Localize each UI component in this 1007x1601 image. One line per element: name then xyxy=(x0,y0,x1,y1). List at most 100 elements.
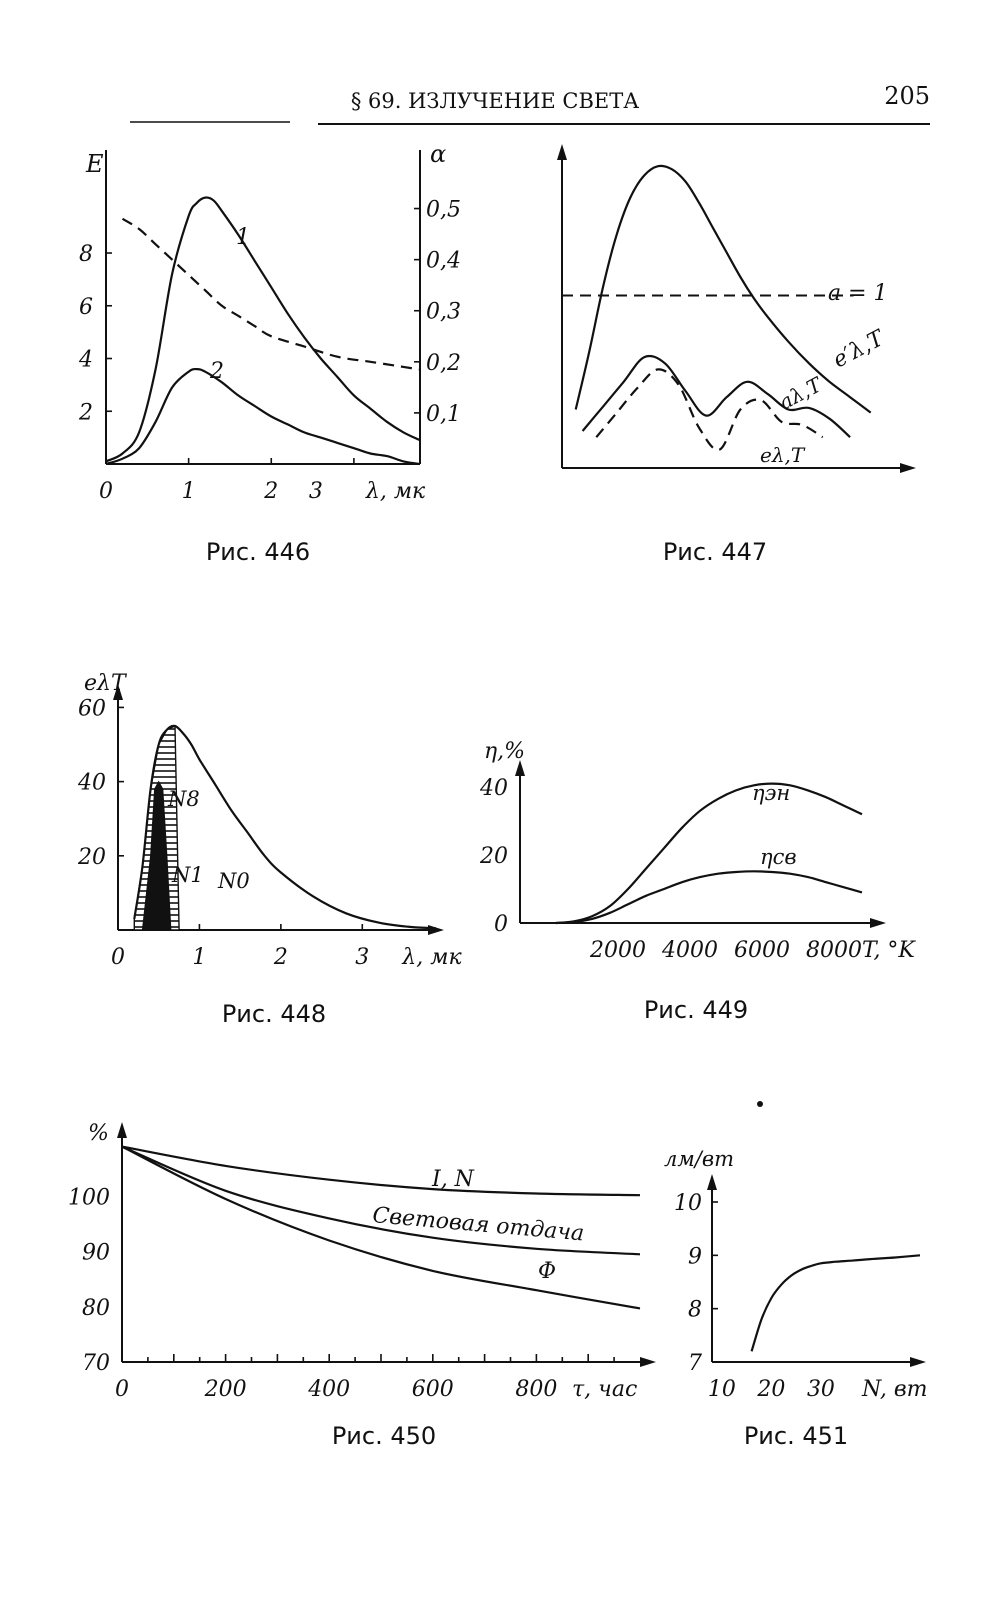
fig446-caption: Рис. 446 xyxy=(206,538,310,566)
fig450-x-tick: 600 xyxy=(412,1377,454,1402)
fig451-y-tick: 7 xyxy=(688,1351,702,1376)
ink-dot xyxy=(757,1101,763,1107)
fig450-y-arrow xyxy=(117,1122,127,1138)
fig448-x-tick: 3 xyxy=(355,945,369,970)
fig449-x-tick: 8000 xyxy=(806,938,862,963)
fig446-y2-tick: 0,1 xyxy=(426,402,461,427)
fig451-y-arrow xyxy=(707,1174,717,1190)
fig448-y-label: eλT xyxy=(84,671,128,696)
fig448-x-tick: 1 xyxy=(192,945,206,970)
fig448-y-arrow xyxy=(113,684,123,700)
figure-447: a = 1 e′λ,T aλ,T eλ,T Рис. 447 xyxy=(557,144,916,566)
fig446-right-axis-label: α xyxy=(430,140,446,168)
fig450-series-sv xyxy=(121,1145,641,1256)
fig450-y-tick: 90 xyxy=(82,1241,110,1266)
fig446-x-tick: 0 xyxy=(99,479,113,504)
fig450-x-axis-label: τ, час xyxy=(572,1377,637,1402)
fig449-x-tick: 2000 xyxy=(589,938,646,963)
fig451-y-tick: 9 xyxy=(688,1244,702,1269)
fig451-x-axis-label: N, вт xyxy=(861,1377,928,1402)
figure-451: лм/вт 10 20 30 N, вт 7 8 9 10 Рис. 451 xyxy=(664,1101,928,1450)
fig446-series-alpha xyxy=(121,217,421,371)
fig448-series-n0 xyxy=(133,724,436,930)
fig450-x-tick: 800 xyxy=(515,1377,557,1402)
section-title: § 69. ИЗЛУЧЕНИЕ СВЕТА xyxy=(351,89,639,113)
fig450-in-label: I, N xyxy=(431,1167,475,1192)
fig446-x-tick: 1 xyxy=(182,479,196,504)
fig446-x-tick: 3 xyxy=(309,479,323,504)
fig446-y2-tick: 0,2 xyxy=(426,351,461,376)
fig450-y-tick: 100 xyxy=(68,1185,110,1210)
fig446-series-1 xyxy=(105,196,421,463)
fig450-x-arrow xyxy=(640,1357,656,1367)
fig446-series-2 xyxy=(105,367,421,466)
fig448-x-arrow xyxy=(428,925,444,935)
fig446-left-axis-label: E xyxy=(85,150,104,178)
fig449-y-tick: 0 xyxy=(494,912,508,937)
fig451-x-tick: 30 xyxy=(807,1377,835,1402)
fig446-curve1-label: 1 xyxy=(236,225,250,250)
fig451-x-tick: 10 xyxy=(708,1377,736,1402)
fig448-area-n1 xyxy=(141,780,172,931)
fig450-y-label: % xyxy=(88,1121,109,1146)
fig447-x-arrow xyxy=(900,463,916,473)
fig447-series-eprime xyxy=(574,164,872,414)
fig450-y-tick: 80 xyxy=(82,1296,110,1321)
fig449-y-label: η,% xyxy=(484,739,525,764)
fig449-x-tick: 4000 xyxy=(661,938,718,963)
fig446-y2-tick: 0,5 xyxy=(426,198,461,223)
fig450-x-tick: 0 xyxy=(115,1377,129,1402)
fig447-y-arrow xyxy=(557,144,567,160)
fig449-sv-label: ηсв xyxy=(760,845,797,869)
fig446-y2-tick: 0,4 xyxy=(426,249,461,274)
fig448-y-tick: 60 xyxy=(78,696,106,721)
fig451-y-tick: 8 xyxy=(688,1298,702,1323)
fig451-y-label: лм/вт xyxy=(664,1147,734,1171)
fig450-series-phi xyxy=(121,1145,641,1310)
fig450-caption: Рис. 450 xyxy=(332,1422,436,1450)
fig449-series-sv xyxy=(555,870,863,925)
fig447-eprime-label: e′λ,T xyxy=(829,325,890,373)
fig447-caption: Рис. 447 xyxy=(663,538,767,566)
fig451-caption: Рис. 451 xyxy=(744,1422,848,1450)
figure-448: eλT N8 N1 N0 0 1 2 3 λ, мк 20 40 60 Рис. 448 xyxy=(77,671,462,1028)
fig446-y-tick: 2 xyxy=(78,400,93,425)
fig449-series-en xyxy=(555,782,863,925)
fig448-y-tick: 40 xyxy=(77,771,106,796)
fig451-x-tick: 20 xyxy=(756,1377,785,1402)
fig449-y-arrow xyxy=(515,760,525,776)
fig446-curve2-label: 2 xyxy=(209,359,224,384)
page-number: 205 xyxy=(884,82,930,110)
fig447-series-e xyxy=(595,368,824,451)
fig446-y-tick: 6 xyxy=(79,295,93,320)
fig451-series xyxy=(750,1254,921,1352)
fig450-sv-label: Световая отдача xyxy=(371,1203,585,1246)
fig448-x-tick: 2 xyxy=(273,945,288,970)
fig449-x-arrow xyxy=(870,918,886,928)
fig448-n1-label: N1 xyxy=(171,863,204,887)
fig450-series-in xyxy=(121,1145,641,1197)
fig450-x-tick: 200 xyxy=(204,1377,247,1402)
fig451-y-tick: 10 xyxy=(674,1191,702,1216)
fig446-y-tick: 8 xyxy=(79,242,93,267)
fig446-x-axis-label: λ, мк xyxy=(365,479,426,504)
fig449-x-tick: 6000 xyxy=(734,938,790,963)
fig448-n0-label: N0 xyxy=(217,869,250,893)
fig446-y-tick: 4 xyxy=(78,348,93,373)
fig448-y-tick: 20 xyxy=(77,845,106,870)
fig449-x-axis-label: T, °K xyxy=(862,938,916,963)
fig446-y2-tick: 0,3 xyxy=(426,300,461,325)
fig448-caption: Рис. 448 xyxy=(222,1000,326,1028)
page-header: § 69. ИЗЛУЧЕНИЕ СВЕТА 205 xyxy=(130,82,930,125)
fig451-x-arrow xyxy=(910,1357,926,1367)
fig448-x-axis-label: λ, мк xyxy=(401,945,462,970)
fig450-phi-label: Φ xyxy=(538,1259,556,1284)
fig447-series-a xyxy=(581,354,851,439)
fig450-x-tick: 400 xyxy=(307,1377,350,1402)
fig450-y-tick: 70 xyxy=(82,1351,110,1376)
fig447-e-label: eλ,T xyxy=(760,443,806,467)
fig449-caption: Рис. 449 xyxy=(644,996,748,1024)
